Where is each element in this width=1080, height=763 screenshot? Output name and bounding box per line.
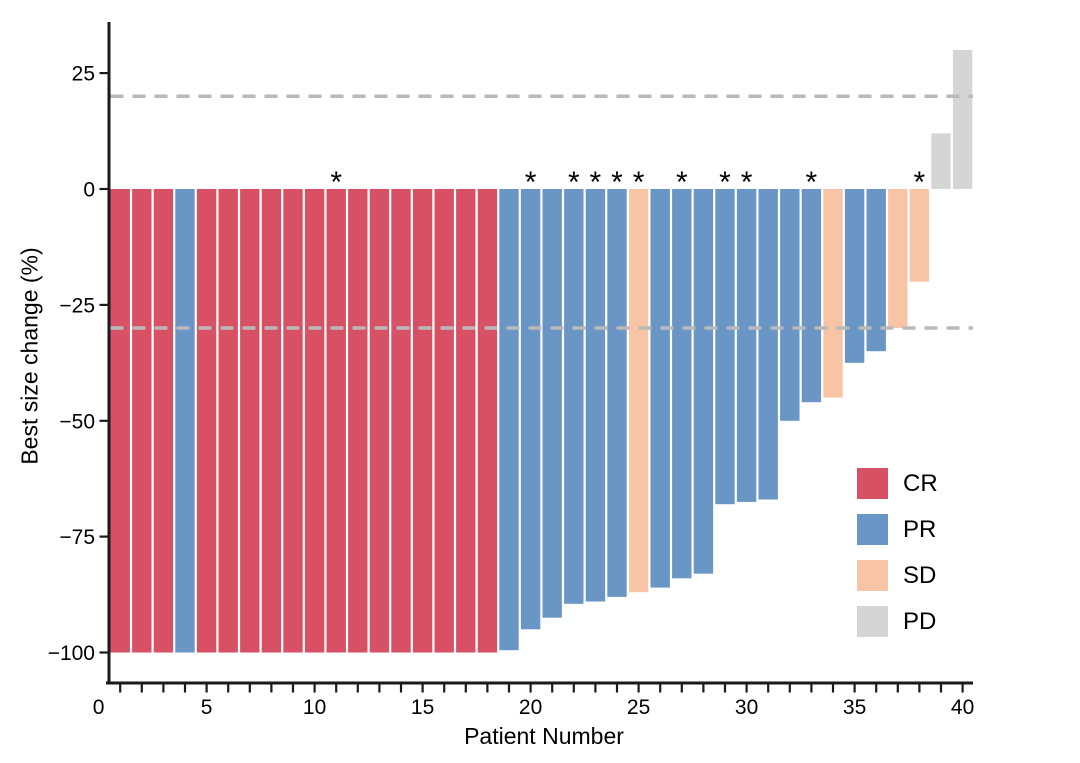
legend-label: PR [903,516,937,543]
legend-item-pr: PR [857,514,938,545]
bar-patient-13 [369,189,390,653]
bar-patient-16 [434,189,454,653]
significance-asterisk: * [676,166,688,199]
bar-patient-5 [196,189,217,653]
x-tick-label: 10 [303,696,326,719]
bar-patient-17 [456,189,476,653]
significance-asterisk: * [741,166,753,199]
bar-patient-25 [628,189,649,593]
x-tick-label: 30 [735,696,758,719]
bar-patient-23 [585,189,606,602]
bar-patient-33 [801,189,822,403]
bar-patient-10 [304,189,325,653]
legend: CR PR SD PD [857,468,938,637]
x-tick-label: 15 [411,696,434,719]
bar-patient-15 [412,189,433,653]
bar-patient-4 [175,189,195,653]
significance-asterisk: * [914,166,926,199]
bar-patient-21 [542,189,562,618]
bar-patient-35 [844,189,865,363]
legend-swatch-pr [857,514,888,545]
legend-swatch-cr [857,468,888,499]
significance-asterisk: * [590,166,602,199]
bar-patient-9 [283,189,303,653]
bar-patient-28 [693,189,714,574]
bar-patient-26 [650,189,670,588]
significance-asterisk: * [633,166,645,199]
legend-item-cr: CR [857,468,938,499]
bar-patient-6 [218,189,238,653]
significance-asterisk: * [330,166,342,199]
bar-patient-32 [780,189,800,421]
significance-asterisk: * [719,166,731,199]
y-tick-label: 0 [83,179,95,202]
bar-patient-40 [952,50,973,189]
bar-patient-8 [261,189,282,653]
bar-patient-14 [391,189,411,653]
bar-patient-24 [607,189,627,597]
bar-patient-27 [672,189,692,579]
x-tick-label: 35 [843,696,866,719]
bar-patient-37 [888,189,908,328]
bar-patient-18 [477,189,498,653]
bar-patient-30 [736,189,757,502]
bar-patient-34 [823,189,843,398]
legend-label: SD [903,562,937,589]
y-tick-label: −75 [59,526,95,549]
legend-item-pd: PD [857,606,938,637]
significance-asterisk: * [806,166,818,199]
y-tick-label: −100 [48,642,95,665]
bar-patient-2 [132,189,152,653]
x-tick-label: 5 [201,696,213,719]
x-axis-title: Patient Number [464,723,624,749]
bar-patient-31 [758,189,778,500]
y-tick-label: −25 [59,294,95,317]
bar-patient-3 [153,189,174,653]
legend-swatch-sd [857,560,888,591]
x-tick-label: 25 [627,696,650,719]
bar-patient-22 [564,189,584,604]
legend-item-sd: SD [857,560,938,591]
bar-patient-19 [499,189,519,651]
x-tick-label: 40 [951,696,974,719]
legend-label: PD [903,608,937,635]
legend-label: CR [903,470,938,497]
significance-asterisk: * [568,166,580,199]
bar-patient-12 [348,189,368,653]
bar-patient-36 [866,189,886,352]
significance-asterisk: * [525,166,537,199]
bar-patient-7 [240,189,260,653]
bar-patient-1 [110,189,130,653]
legend-swatch-pd [857,606,888,637]
significance-asterisk: * [611,166,623,199]
y-tick-label: 25 [72,63,95,86]
x-tick-label: 0 [93,696,105,719]
y-axis-title: Best size change (%) [16,247,43,465]
bar-patient-39 [931,133,951,189]
bar-patient-38 [909,189,930,282]
bar-patient-29 [715,189,735,505]
y-tick-label: −50 [59,410,95,433]
bar-patient-20 [520,189,541,630]
bar-patient-11 [326,189,346,653]
x-tick-label: 20 [519,696,542,719]
